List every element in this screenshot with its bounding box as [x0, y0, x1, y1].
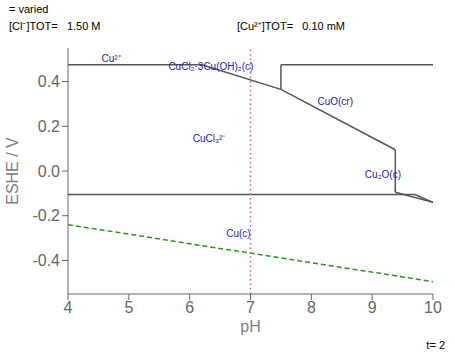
svg-text:CuCl₂·3Cu(OH)₂(c): CuCl₂·3Cu(OH)₂(c)	[168, 61, 253, 72]
svg-text:CuCl₃²⁻: CuCl₃²⁻	[193, 133, 227, 144]
svg-text:9: 9	[368, 299, 377, 316]
svg-text:6: 6	[185, 299, 194, 316]
html-text:[Cu²⁺]TOT= 0.10 mM: [Cu²⁺]TOT= 0.10 mM	[237, 20, 345, 32]
svg-text:pH: pH	[240, 318, 260, 335]
svg-text:5: 5	[124, 299, 133, 316]
svg-text:-0.2: -0.2	[32, 207, 60, 224]
html-text:= varied: = varied	[9, 3, 49, 15]
svg-text:0.0: 0.0	[38, 163, 60, 180]
svg-text:8: 8	[307, 299, 316, 316]
svg-text:Cu²⁺: Cu²⁺	[101, 53, 121, 64]
svg-text:Cu₂O(c): Cu₂O(c)	[365, 169, 401, 180]
svg-text:0.4: 0.4	[38, 73, 60, 90]
svg-text:ESHE / V: ESHE / V	[8, 137, 21, 205]
html-text:[Cl⁻]TOT= 1.50 M: [Cl⁻]TOT= 1.50 M	[9, 20, 101, 32]
svg-text:7: 7	[246, 299, 255, 316]
svg-text:10: 10	[424, 299, 442, 316]
svg-text:4: 4	[64, 299, 73, 316]
svg-text:-0.4: -0.4	[32, 252, 60, 269]
svg-text:Cu(c): Cu(c)	[226, 228, 250, 239]
svg-text:CuO(cr): CuO(cr)	[317, 96, 353, 107]
html-text:t= 2: t= 2	[426, 339, 445, 351]
svg-text:0.2: 0.2	[38, 118, 60, 135]
